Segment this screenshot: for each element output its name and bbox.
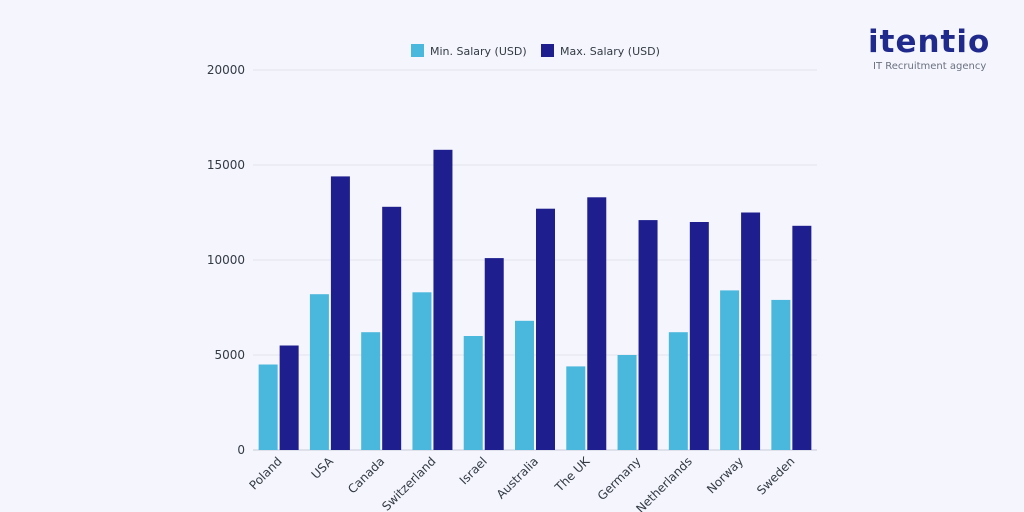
bar-min-sweden [771,299,791,450]
brand-name: itentio [868,24,991,60]
legend-label: Max. Salary (USD) [560,45,660,58]
bar-max-norway [741,212,761,450]
bar-max-sweden [792,225,812,450]
bars [258,149,812,451]
x-tick-label: The UK [552,453,594,495]
bar-min-israel [463,336,483,450]
x-tick-label: Poland [247,454,285,492]
x-tick-label: Germany [595,454,644,503]
bar-max-australia [536,208,555,450]
x-tick-label: Israel [457,454,490,487]
legend-swatch [541,44,554,57]
bar-min-switzerland [412,292,432,450]
y-tick-label: 20000 [207,63,245,77]
bar-max-the-uk [587,197,607,450]
bar-max-israel [484,258,504,450]
bar-min-norway [720,290,740,450]
bar-min-usa [309,294,329,450]
bar-max-germany [638,220,658,450]
bar-min-canada [361,332,381,450]
bar-min-poland [258,364,278,450]
legend-swatch [411,44,424,57]
y-tick-label: 15000 [207,158,245,172]
x-tick-label: Norway [704,454,746,496]
bar-max-switzerland [433,149,453,451]
legend-label: Min. Salary (USD) [430,45,527,58]
bar-max-netherlands [689,222,709,450]
bar-max-canada [382,206,402,450]
bar-max-poland [279,345,299,450]
y-tick-label: 5000 [214,348,245,362]
x-tick-label: Netherlands [633,454,695,512]
x-tick-label: USA [309,454,337,482]
bar-min-germany [617,355,637,450]
y-tick-label: 0 [237,443,245,457]
brand-logo: itentio IT Recruitment agency [868,24,998,73]
x-tick-label: Switzerland [379,454,438,512]
x-tick-label: Sweden [754,454,797,497]
bar-min-australia [515,320,534,450]
bar-max-usa [330,176,350,450]
y-tick-label: 10000 [207,253,245,267]
legend: Min. Salary (USD) Max. Salary (USD) [411,44,660,58]
bar-min-the-uk [566,366,586,450]
bar-min-netherlands [668,332,688,450]
x-tick-label: Canada [345,454,387,496]
brand-tagline: IT Recruitment agency [873,61,987,72]
x-tick-label: Australia [494,454,541,501]
y-axis: 0 5000 10000 15000 20000 [207,63,245,457]
